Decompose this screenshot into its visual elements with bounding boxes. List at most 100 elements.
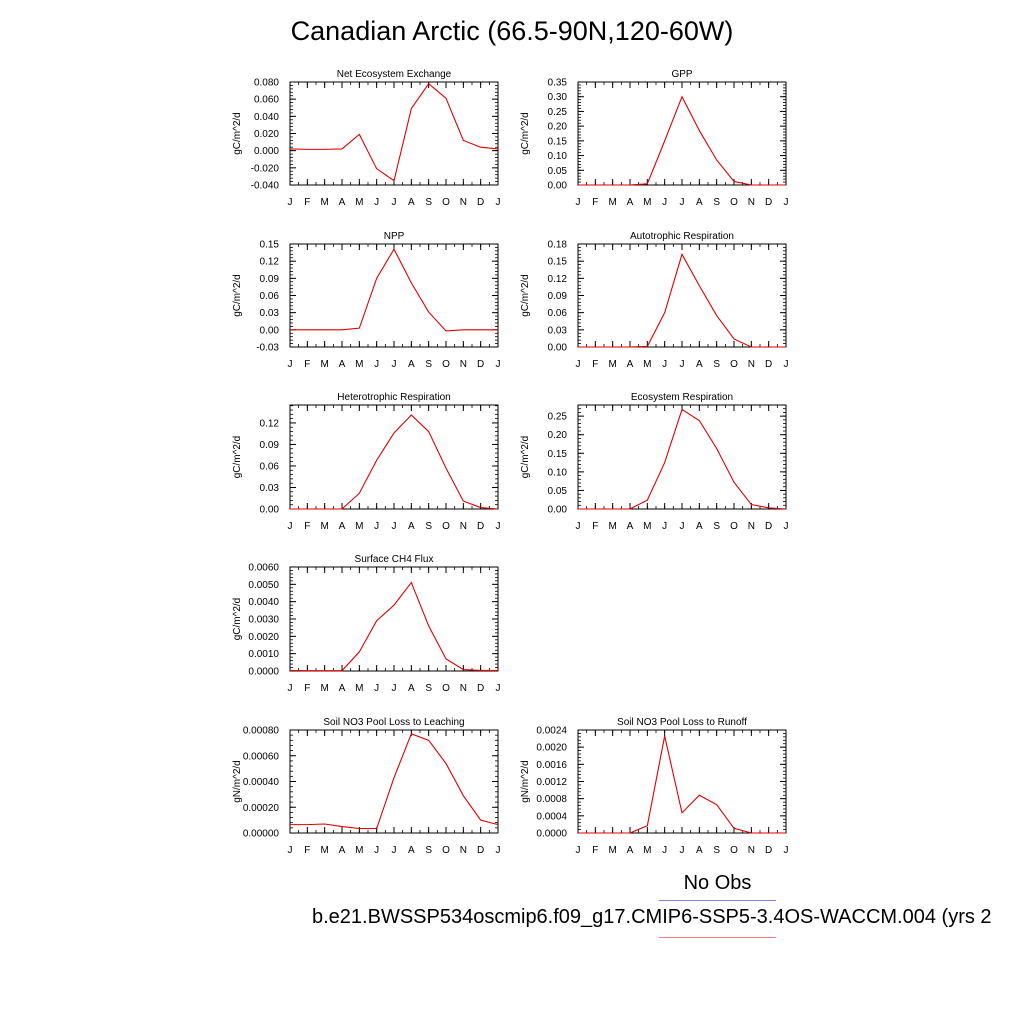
x-tick-label: D bbox=[765, 845, 772, 856]
y-axis-label: gC/m^2/d bbox=[232, 274, 243, 317]
x-tick-label: M bbox=[608, 845, 616, 856]
x-tick-label: J bbox=[576, 845, 581, 856]
y-axis-label: gC/m^2/d bbox=[520, 436, 531, 479]
y-tick-label: 0.06 bbox=[260, 461, 280, 472]
y-tick-label: 0.00 bbox=[548, 343, 568, 354]
y-tick-label: -0.03 bbox=[256, 343, 279, 354]
x-tick-label: J bbox=[662, 521, 667, 532]
y-tick-label: 0.20 bbox=[548, 122, 568, 133]
x-tick-label: J bbox=[680, 845, 685, 856]
panel-frame bbox=[289, 729, 499, 834]
x-tick-label: O bbox=[730, 845, 738, 856]
series-line bbox=[290, 248, 498, 332]
series-line bbox=[289, 581, 498, 672]
x-tick-label: J bbox=[576, 521, 581, 532]
x-tick-label: M bbox=[320, 359, 328, 370]
x-tick-label: O bbox=[442, 683, 450, 694]
x-tick-label: D bbox=[477, 197, 484, 208]
y-tick-label: 0.00 bbox=[548, 181, 568, 192]
legend-case-line bbox=[659, 937, 776, 938]
y-tick-label: 0.25 bbox=[548, 412, 568, 423]
x-tick-label: N bbox=[460, 521, 467, 532]
y-tick-label: 0.18 bbox=[548, 240, 568, 251]
x-tick-label: J bbox=[496, 197, 501, 208]
y-tick-label: 0.0020 bbox=[536, 743, 567, 754]
x-tick-label: S bbox=[425, 197, 432, 208]
y-tick-label: 0.0000 bbox=[536, 829, 567, 840]
x-tick-label: J bbox=[374, 359, 379, 370]
x-tick-label: J bbox=[374, 683, 379, 694]
y-tick-label: 0.0050 bbox=[248, 580, 279, 591]
x-tick-label: J bbox=[288, 359, 293, 370]
x-tick-label: D bbox=[765, 197, 772, 208]
x-tick-label: S bbox=[425, 683, 432, 694]
legend-case-label: b.e21.BWSSP534oscmip6.f09_g17.CMIP6-SSP5… bbox=[312, 906, 992, 928]
x-tick-label: N bbox=[460, 845, 467, 856]
panel-title: GPP bbox=[671, 69, 692, 80]
x-tick-label: M bbox=[355, 845, 363, 856]
x-tick-label: J bbox=[680, 197, 685, 208]
x-tick-label: S bbox=[713, 521, 720, 532]
series-line bbox=[290, 414, 499, 510]
y-tick-label: 0.30 bbox=[548, 92, 568, 103]
y-tick-label: 0.15 bbox=[548, 257, 568, 268]
x-tick-label: J bbox=[662, 197, 667, 208]
x-tick-label: F bbox=[304, 197, 310, 208]
x-tick-label: J bbox=[496, 521, 501, 532]
x-tick-label: F bbox=[304, 845, 310, 856]
x-tick-label: J bbox=[680, 521, 685, 532]
panel-title: NPP bbox=[384, 231, 405, 242]
y-tick-label: -0.040 bbox=[251, 181, 280, 192]
y-tick-label: 0.00 bbox=[548, 505, 568, 516]
x-tick-label: M bbox=[608, 197, 616, 208]
x-tick-label: M bbox=[355, 521, 363, 532]
x-tick-label: A bbox=[696, 359, 703, 370]
x-tick-label: J bbox=[392, 521, 397, 532]
y-axis-label: gC/m^2/d bbox=[232, 598, 243, 641]
y-tick-label: 0.05 bbox=[548, 486, 568, 497]
x-tick-label: M bbox=[320, 845, 328, 856]
y-tick-label: 0.00080 bbox=[243, 726, 280, 737]
legend-obs-label: No Obs bbox=[683, 872, 752, 894]
x-tick-label: S bbox=[713, 197, 720, 208]
x-tick-label: J bbox=[680, 359, 685, 370]
y-tick-label: 0.00 bbox=[260, 505, 280, 516]
panel-frame bbox=[577, 729, 787, 834]
y-tick-label: 0.0020 bbox=[248, 632, 279, 643]
x-tick-label: S bbox=[713, 845, 720, 856]
x-tick-label: J bbox=[784, 359, 789, 370]
x-tick-label: M bbox=[355, 683, 363, 694]
x-tick-label: J bbox=[392, 359, 397, 370]
panel-title: Net Ecosystem Exchange bbox=[337, 69, 452, 80]
panel-frame bbox=[289, 243, 499, 348]
y-tick-label: 0.03 bbox=[260, 308, 280, 319]
x-tick-label: N bbox=[460, 197, 467, 208]
x-tick-label: J bbox=[496, 845, 501, 856]
y-tick-label: 0.25 bbox=[548, 107, 568, 118]
y-tick-label: 0.09 bbox=[260, 274, 280, 285]
y-tick-label: 0.040 bbox=[254, 112, 279, 123]
x-tick-label: A bbox=[339, 683, 346, 694]
y-tick-label: -0.020 bbox=[251, 163, 280, 174]
y-tick-label: 0.020 bbox=[254, 129, 279, 140]
x-tick-label: O bbox=[730, 521, 738, 532]
x-tick-label: J bbox=[784, 521, 789, 532]
y-tick-label: 0.05 bbox=[548, 166, 568, 177]
x-tick-label: J bbox=[576, 197, 581, 208]
panel-title: Surface CH4 Flux bbox=[355, 554, 434, 565]
y-axis-label: gC/m^2/d bbox=[232, 436, 243, 479]
x-tick-label: A bbox=[408, 683, 415, 694]
x-tick-label: J bbox=[392, 197, 397, 208]
x-tick-label: A bbox=[339, 359, 346, 370]
x-tick-label: O bbox=[730, 197, 738, 208]
y-tick-label: 0.0024 bbox=[536, 726, 567, 737]
x-tick-label: S bbox=[425, 521, 432, 532]
x-tick-label: M bbox=[608, 521, 616, 532]
x-tick-label: M bbox=[643, 521, 651, 532]
x-tick-label: J bbox=[576, 359, 581, 370]
x-tick-label: O bbox=[442, 197, 450, 208]
x-tick-label: J bbox=[374, 197, 379, 208]
panel-title: Soil NO3 Pool Loss to Runoff bbox=[617, 717, 747, 728]
y-tick-label: 0.0012 bbox=[536, 777, 567, 788]
